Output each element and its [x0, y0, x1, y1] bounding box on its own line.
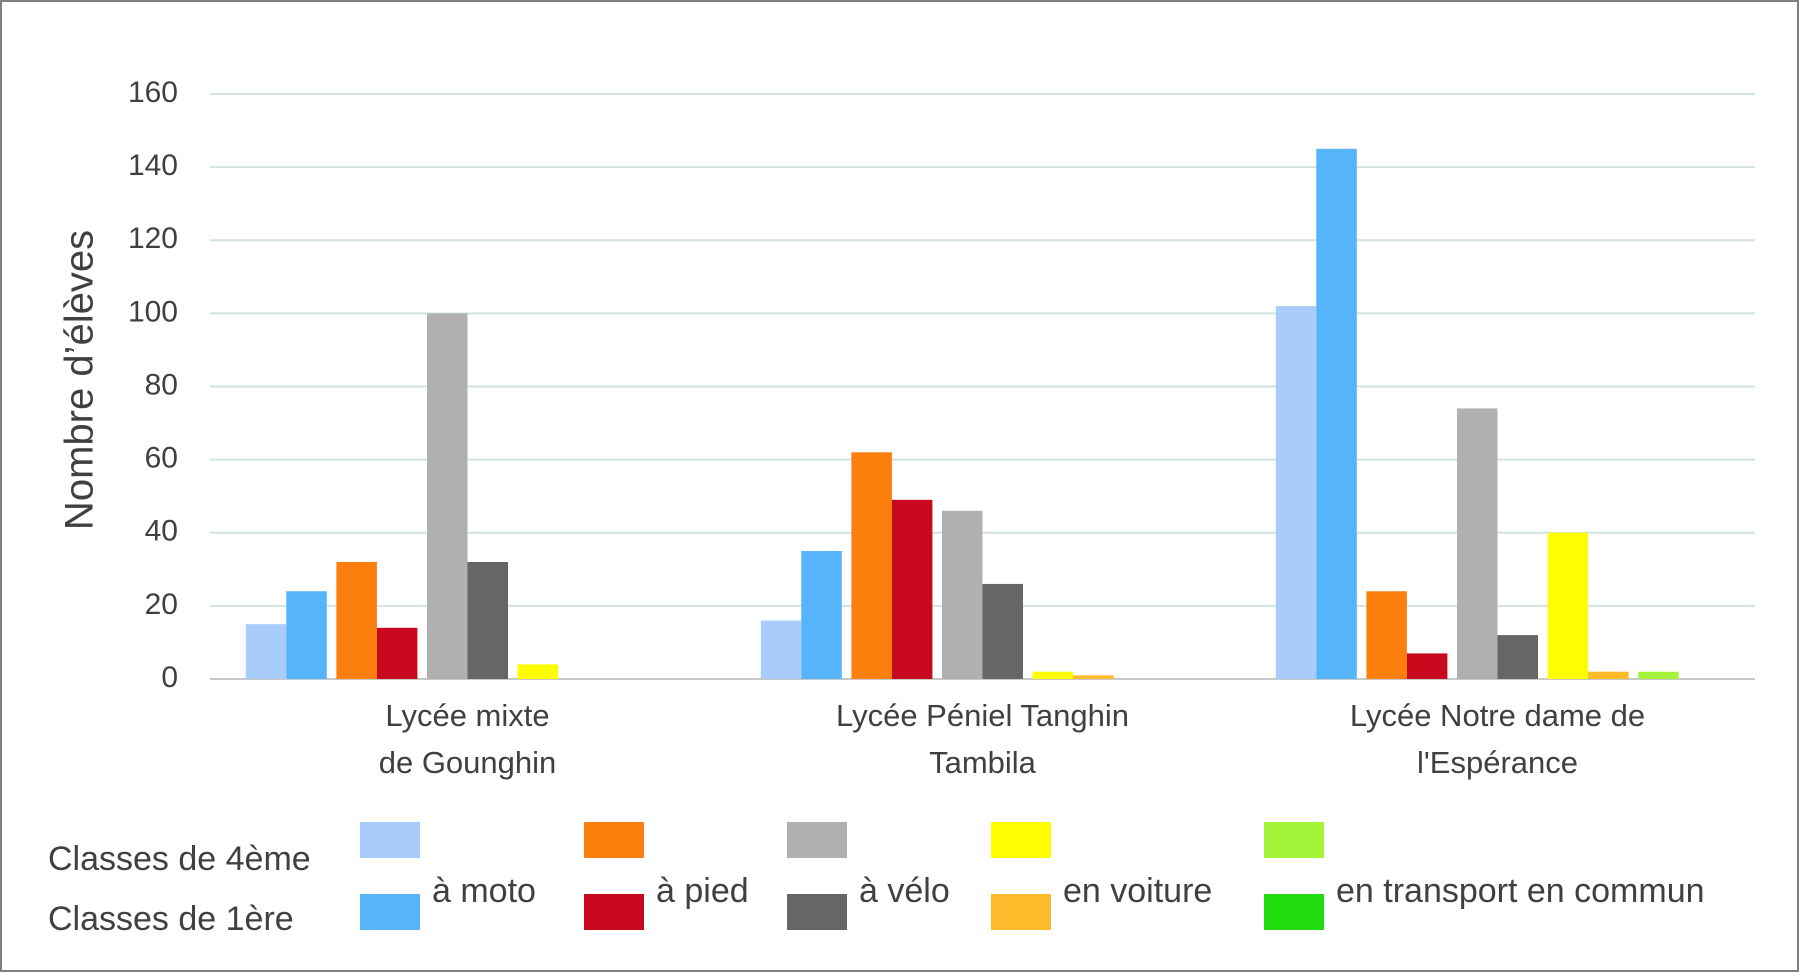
y-tick-label: 60 [145, 442, 178, 475]
y-tick-label: 0 [161, 661, 178, 694]
legend-label: à vélo [859, 872, 950, 910]
legend-label: à moto [432, 872, 536, 910]
x-tick-label: Lycée Péniel Tanghin [836, 698, 1129, 733]
legend-swatch [584, 822, 644, 858]
x-tick-label: de Gounghin [379, 745, 557, 780]
legend-label: à pied [656, 872, 749, 910]
y-tick-label: 100 [128, 295, 178, 328]
bar [760, 620, 802, 679]
bar [1366, 591, 1407, 679]
y-tick-label: 160 [128, 76, 178, 109]
legend-row-label: Classes de 1ère [48, 900, 294, 938]
bar [517, 664, 559, 679]
bar [1638, 671, 1679, 679]
y-tick-label: 20 [145, 588, 178, 621]
bar [801, 551, 842, 679]
bar [891, 499, 933, 679]
bar [1406, 653, 1448, 679]
x-tick-label: Lycée Notre dame de [1350, 698, 1645, 733]
bar [1275, 306, 1317, 679]
legend-swatch [787, 894, 847, 930]
y-tick-label: 40 [145, 515, 178, 548]
y-tick-label: 140 [128, 149, 178, 182]
legend-label: en transport en commun [1336, 872, 1705, 910]
y-tick-label: 120 [128, 222, 178, 255]
legend-swatch [1264, 894, 1324, 930]
x-tick-label: Lycée mixte [385, 698, 549, 733]
bar [1032, 671, 1074, 679]
y-axis-label: Nombre d’élèves [58, 230, 102, 530]
bar [286, 591, 327, 679]
bar [1316, 148, 1357, 679]
bar [427, 313, 468, 679]
legend-swatch [991, 822, 1051, 858]
x-tick-label: l'Espérance [1417, 745, 1578, 780]
bar [982, 583, 1023, 679]
y-tick-label: 80 [145, 368, 178, 401]
legend-row-label: Classes de 4ème [48, 840, 311, 878]
bar [1588, 671, 1629, 679]
bar [336, 562, 377, 679]
bar [1497, 635, 1538, 679]
bar [851, 452, 892, 679]
bar [376, 627, 418, 679]
bar [1457, 408, 1498, 679]
legend-swatch [991, 894, 1051, 930]
bar [467, 562, 508, 679]
legend-swatch [1264, 822, 1324, 858]
legend-swatch [787, 822, 847, 858]
x-tick-label: Tambila [929, 745, 1037, 780]
legend-label: en voiture [1063, 872, 1212, 910]
legend-swatch [360, 822, 420, 858]
bar [942, 510, 983, 679]
bar [245, 624, 287, 679]
legend-swatch [584, 894, 644, 930]
bar [1073, 675, 1114, 679]
legend-swatch [360, 894, 420, 930]
bar [1547, 532, 1589, 679]
